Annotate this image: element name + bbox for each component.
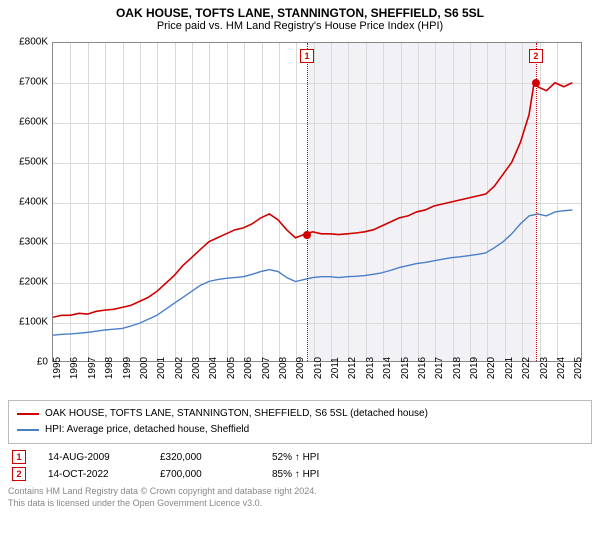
- event-date: 14-OCT-2022: [48, 469, 138, 480]
- y-tick-label: £500K: [8, 157, 48, 168]
- y-tick-label: £100K: [8, 317, 48, 328]
- event-row: 1 14-AUG-2009 £320,000 52% ↑ HPI: [8, 450, 592, 464]
- legend-label: HPI: Average price, detached house, Shef…: [45, 422, 249, 438]
- event-dot: [303, 231, 311, 239]
- line-layer: [53, 43, 581, 361]
- legend-row: OAK HOUSE, TOFTS LANE, STANNINGTON, SHEF…: [17, 406, 583, 422]
- plot-area: 12: [52, 42, 582, 362]
- x-tick-label: 2025: [573, 353, 600, 383]
- event-delta: 85% ↑ HPI: [272, 469, 362, 480]
- footer-line: Contains HM Land Registry data © Crown c…: [8, 485, 592, 497]
- legend-row: HPI: Average price, detached house, Shef…: [17, 422, 583, 438]
- legend: OAK HOUSE, TOFTS LANE, STANNINGTON, SHEF…: [8, 400, 592, 444]
- event-row: 2 14-OCT-2022 £700,000 85% ↑ HPI: [8, 467, 592, 481]
- event-vline: [307, 43, 308, 361]
- event-marker-icon: 2: [12, 467, 26, 481]
- event-price: £320,000: [160, 452, 250, 463]
- event-vline: [536, 43, 537, 361]
- event-price: £700,000: [160, 469, 250, 480]
- event-date: 14-AUG-2009: [48, 452, 138, 463]
- event-marker-icon: 1: [12, 450, 26, 464]
- y-tick-label: £800K: [8, 37, 48, 48]
- chart-subtitle: Price paid vs. HM Land Registry's House …: [8, 20, 592, 32]
- y-tick-label: £400K: [8, 197, 48, 208]
- legend-swatch: [17, 413, 39, 415]
- legend-swatch: [17, 429, 39, 431]
- y-tick-label: £0: [8, 357, 48, 368]
- y-tick-label: £300K: [8, 237, 48, 248]
- y-tick-label: £700K: [8, 77, 48, 88]
- event-dot: [532, 79, 540, 87]
- footer: Contains HM Land Registry data © Crown c…: [8, 485, 592, 509]
- events-table: 1 14-AUG-2009 £320,000 52% ↑ HPI 2 14-OC…: [8, 450, 592, 481]
- series-property: [53, 83, 572, 318]
- event-delta: 52% ↑ HPI: [272, 452, 362, 463]
- y-tick-label: £200K: [8, 277, 48, 288]
- event-marker-icon: 2: [529, 49, 543, 63]
- chart-title: OAK HOUSE, TOFTS LANE, STANNINGTON, SHEF…: [8, 6, 592, 20]
- series-hpi: [53, 210, 572, 335]
- legend-label: OAK HOUSE, TOFTS LANE, STANNINGTON, SHEF…: [45, 406, 428, 422]
- event-marker-icon: 1: [300, 49, 314, 63]
- y-tick-label: £600K: [8, 117, 48, 128]
- chart: £0 £100K £200K £300K £400K £500K £600K £700K £80…: [8, 36, 592, 398]
- footer-line: This data is licensed under the Open Gov…: [8, 497, 592, 509]
